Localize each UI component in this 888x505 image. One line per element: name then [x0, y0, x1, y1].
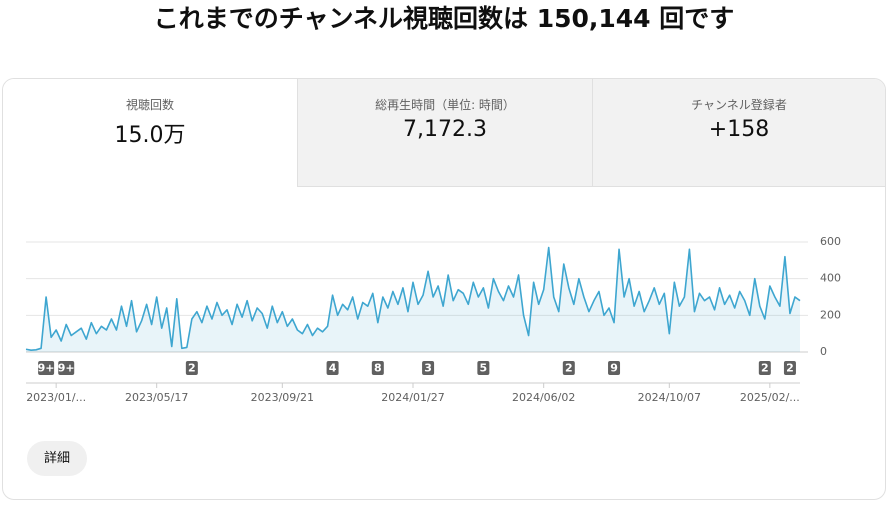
badge-box [422, 361, 435, 375]
details-button[interactable]: 詳細 [27, 441, 87, 476]
video-badge[interactable]: 2 [185, 361, 198, 375]
x-tick-label: 2023/05/17 [125, 391, 188, 404]
x-tick-label: 2025/02/... [740, 391, 800, 404]
badge-label: 3 [424, 362, 432, 375]
video-badge[interactable]: 2 [758, 361, 771, 375]
area-fill [26, 247, 800, 352]
video-badge[interactable]: 9+ [38, 361, 55, 375]
badge-label: 4 [329, 362, 337, 375]
tab-subscribers[interactable]: チャンネル登録者 +158 [592, 79, 885, 187]
video-badge[interactable]: 3 [422, 361, 435, 375]
x-tick-label: 2024/10/07 [638, 391, 701, 404]
badge-box [371, 361, 384, 375]
x-tick-label: 2023/01/... [26, 391, 86, 404]
stats-card: 視聴回数 15.0万 総再生時間（単位: 時間） 7,172.3 チャンネル登録… [2, 78, 886, 500]
video-badge[interactable]: 2 [562, 361, 575, 375]
y-tick-label: 600 [820, 235, 841, 248]
badge-box [608, 361, 621, 375]
tab-value: 7,172.3 [403, 117, 487, 142]
badge-box [58, 361, 75, 375]
video-badge[interactable]: 4 [326, 361, 339, 375]
tab-label: 視聴回数 [125, 98, 174, 112]
chart: 0 200 400 600 2023/01/... 2023/05/17 2023/09/2… [25, 235, 841, 404]
video-badge[interactable]: 8 [371, 361, 384, 375]
tab-value: 15.0万 [114, 123, 186, 148]
y-tick-label: 200 [820, 308, 841, 321]
tab-label: チャンネル登録者 [691, 98, 787, 112]
x-tick-label: 2023/09/21 [251, 391, 314, 404]
badge-label: 9 [610, 362, 618, 375]
video-badge[interactable]: 5 [477, 361, 490, 375]
badge-label: 2 [565, 362, 573, 375]
tab-value: +158 [708, 117, 770, 142]
video-badge[interactable]: 9+ [58, 361, 75, 375]
badge-label: 8 [374, 362, 382, 375]
badge-box [783, 361, 796, 375]
badge-label: 2 [188, 362, 196, 375]
badge-box [562, 361, 575, 375]
tab-watch-time[interactable]: 総再生時間（単位: 時間） 7,172.3 [297, 79, 592, 187]
badge-label: 2 [761, 362, 769, 375]
x-tick-label: 2024/06/02 [512, 391, 575, 404]
tab-label: 総再生時間（単位: 時間） [375, 98, 515, 112]
y-tick-label: 0 [820, 345, 827, 358]
badge-label: 2 [786, 362, 794, 375]
line [25, 246, 801, 351]
badge-label: 5 [480, 362, 488, 375]
badge-box [758, 361, 771, 375]
tab-views[interactable]: 視聴回数 15.0万 [3, 79, 297, 187]
x-tick-label: 2024/01/27 [381, 391, 444, 404]
badge-box [477, 361, 490, 375]
y-tick-label: 400 [820, 272, 841, 285]
badge-label: 9+ [58, 362, 75, 375]
badge-box [326, 361, 339, 375]
page-title: これまでのチャンネル視聴回数は 150,144 回です [153, 4, 735, 33]
badge-box [185, 361, 198, 375]
badge-label: 9+ [38, 362, 55, 375]
badge-box [38, 361, 55, 375]
video-badge[interactable]: 9 [608, 361, 621, 375]
video-badge[interactable]: 2 [783, 361, 796, 375]
